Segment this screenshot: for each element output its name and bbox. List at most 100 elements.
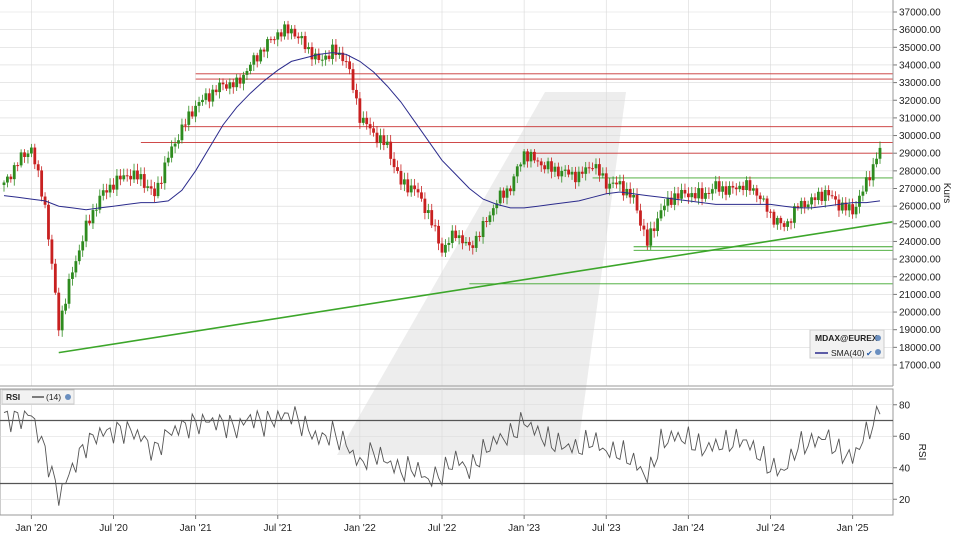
- candle-down: [567, 169, 571, 175]
- candles-layer: [2, 20, 882, 337]
- candle-up: [697, 188, 701, 199]
- candle-up: [710, 189, 714, 194]
- price-tick-label: 27000.00: [899, 184, 941, 195]
- candle-up: [601, 173, 605, 176]
- candle-down: [758, 195, 762, 200]
- candle-up: [201, 99, 204, 103]
- candle-up: [680, 189, 683, 199]
- candle-down: [365, 117, 369, 125]
- candle-up: [235, 77, 239, 88]
- price-tick-label: 33000.00: [899, 78, 941, 89]
- candle-down: [830, 195, 834, 197]
- price-tick-label: 23000.00: [899, 255, 941, 266]
- candle-up: [854, 206, 858, 215]
- candle-down: [621, 181, 625, 196]
- candle-down: [327, 55, 331, 59]
- time-tick-label: Jul '21: [263, 523, 292, 534]
- candle-down: [160, 182, 163, 184]
- candle-down: [272, 39, 276, 41]
- candle-up: [101, 190, 105, 196]
- rsi-legend-info-icon[interactable]: [65, 394, 71, 400]
- candle-up: [775, 217, 779, 225]
- candle-down: [467, 241, 471, 246]
- candle-up: [515, 166, 519, 177]
- candle-down: [461, 235, 464, 244]
- candle-down: [693, 193, 697, 199]
- candle-down: [303, 36, 307, 50]
- candle-up: [132, 170, 136, 180]
- candle-up: [806, 204, 810, 208]
- candle-up: [659, 210, 663, 219]
- candle-down: [149, 186, 153, 189]
- candle-down: [676, 193, 680, 199]
- price-tick-label: 17000.00: [899, 361, 941, 372]
- candle-up: [464, 241, 468, 244]
- candle-up: [656, 218, 659, 232]
- candle-up: [166, 157, 170, 163]
- candle-up: [71, 272, 74, 279]
- candle-up: [529, 151, 533, 162]
- candle-down: [437, 225, 440, 244]
- legend-sma-check-icon[interactable]: ✔: [866, 349, 873, 358]
- candle-down: [293, 28, 297, 37]
- candle-up: [608, 183, 612, 189]
- candle-down: [526, 151, 529, 162]
- candle-up: [474, 235, 478, 248]
- price-tick-label: 30000.00: [899, 131, 941, 142]
- candle-up: [170, 146, 174, 158]
- candle-up: [666, 197, 670, 206]
- candle-down: [587, 167, 591, 169]
- candle-up: [108, 184, 112, 193]
- candle-down: [286, 24, 290, 34]
- candle-down: [406, 179, 410, 193]
- candle-up: [864, 177, 868, 192]
- candle-down: [509, 188, 512, 192]
- candle-up: [98, 195, 102, 210]
- candle-up: [570, 171, 574, 175]
- candle-up: [786, 221, 790, 227]
- price-tick-label: 18000.00: [899, 343, 941, 354]
- candle-down: [652, 228, 656, 232]
- rsi-panel-background: [0, 388, 894, 516]
- time-tick-label: Jul '23: [592, 523, 621, 534]
- candle-up: [457, 235, 461, 239]
- candle-up: [871, 164, 875, 181]
- candle-down: [591, 168, 594, 170]
- legend-instrument-info-icon[interactable]: [875, 335, 881, 341]
- price-tick-label: 28000.00: [899, 166, 941, 177]
- candle-down: [420, 192, 423, 199]
- candle-down: [769, 211, 772, 213]
- price-axis-title: Kurs: [941, 183, 952, 204]
- rsi-tick-label: 20: [899, 495, 911, 506]
- candle-up: [67, 278, 71, 304]
- candle-up: [379, 135, 382, 144]
- candle-down: [454, 230, 458, 239]
- candle-down: [47, 204, 50, 240]
- candle-down: [9, 176, 13, 180]
- candle-up: [204, 93, 208, 100]
- time-axis: Jan '20 Jul '20 Jan '21 Jul '21 Jan '22 Jul '…: [15, 515, 869, 534]
- candle-down: [396, 167, 399, 171]
- legend-sma-label: SMA(40): [831, 348, 865, 358]
- candle-down: [125, 175, 129, 177]
- candle-up: [745, 180, 748, 191]
- trendline-layer: [58, 221, 893, 354]
- candle-up: [649, 228, 653, 246]
- candle-down: [844, 202, 848, 211]
- candle-down: [440, 243, 444, 253]
- candle-up: [228, 82, 232, 89]
- candle-down: [755, 188, 759, 196]
- candle-up: [721, 186, 724, 192]
- sma-layer: [3, 52, 881, 211]
- candle-up: [799, 200, 803, 208]
- candle-up: [738, 185, 742, 190]
- legend-sma-info-icon[interactable]: [875, 349, 881, 355]
- candle-down: [344, 61, 348, 63]
- candle-up: [495, 203, 499, 209]
- candle-down: [550, 161, 553, 172]
- candle-up: [252, 55, 256, 65]
- candle-up: [177, 140, 180, 144]
- legend-instrument-label: MDAX@EUREX: [815, 333, 878, 343]
- price-tick-label: 34000.00: [899, 60, 941, 71]
- sma-line: [3, 52, 881, 211]
